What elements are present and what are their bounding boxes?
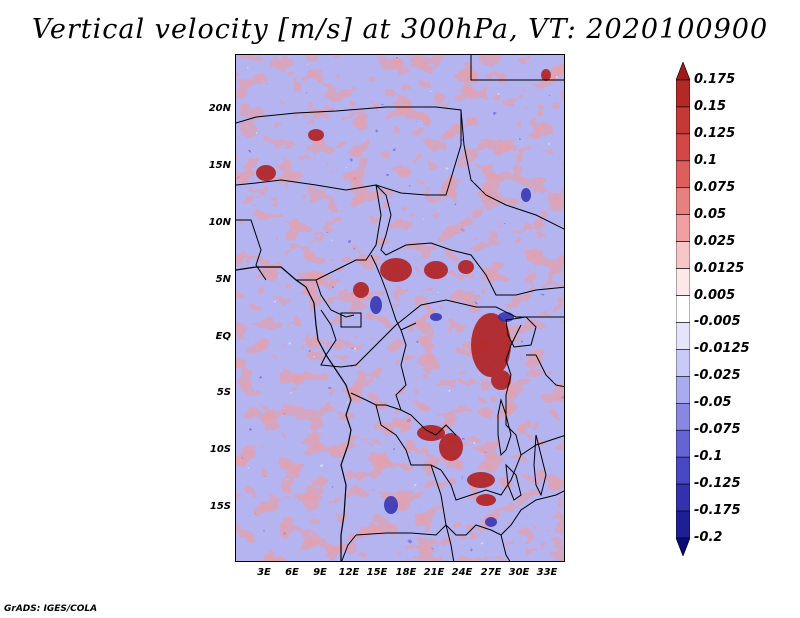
colorbar-bin <box>676 510 690 539</box>
lon-label: 9E <box>313 567 327 578</box>
colorbar-bin <box>676 349 690 377</box>
colorbar-bin <box>676 106 690 135</box>
colorbar-level-label: 0.005 <box>694 287 736 303</box>
colorbar-level-label: -0.005 <box>694 314 741 330</box>
lon-label: 12E <box>338 567 360 578</box>
colorbar-level-label: 0.125 <box>694 125 736 141</box>
colorbar-bin <box>676 187 690 216</box>
lat-label: 5S <box>216 387 231 398</box>
strong-ascent-cells <box>256 69 551 506</box>
lon-label: 15E <box>366 567 388 578</box>
colorbar-level-label: 0.075 <box>694 179 736 195</box>
colorbar-bin <box>676 133 690 162</box>
colorbar-bin <box>676 429 690 458</box>
colorbar-bin <box>676 241 690 269</box>
colorbar-level-label: -0.0125 <box>694 341 750 357</box>
lat-label: 15S <box>209 501 231 512</box>
colorbar-bin <box>676 295 690 323</box>
lon-label: 27E <box>480 567 502 578</box>
lon-label: 18E <box>395 567 417 578</box>
colorbar-bin <box>676 456 690 485</box>
lon-label: 3E <box>257 567 271 578</box>
colorbar <box>676 62 690 556</box>
lat-label: 15N <box>208 160 231 171</box>
grads-credit: GrADS: IGES/COLA <box>4 604 98 614</box>
lat-label: EQ <box>215 331 231 342</box>
map-panel <box>235 54 565 562</box>
colorbar-level-label: -0.175 <box>694 503 741 519</box>
colorbar-bin <box>676 483 690 512</box>
lon-label: 24E <box>451 567 473 578</box>
colorbar-bin <box>676 214 690 242</box>
lakes <box>497 316 547 501</box>
colorbar-level-label: 0.05 <box>694 206 727 222</box>
colorbar-level-label: -0.075 <box>694 422 741 438</box>
chart-title: Vertical velocity [m/s] at 300hPa, VT: 2… <box>31 14 769 45</box>
field-near-zero-pattern <box>236 55 564 561</box>
vertical-velocity-field-map <box>236 55 564 561</box>
lon-label: 21E <box>423 567 445 578</box>
lon-label: 6E <box>285 567 299 578</box>
colorbar-bin <box>676 376 690 404</box>
lon-label: 33E <box>536 567 558 578</box>
colorbar-level-label: -0.1 <box>694 449 723 465</box>
colorbar-bin <box>676 160 690 189</box>
colorbar-bottom-arrow <box>676 537 690 556</box>
colorbar-level-label: -0.05 <box>694 395 732 411</box>
lat-label: 5N <box>215 274 231 285</box>
colorbar-level-label: -0.2 <box>694 530 723 545</box>
colorbar-level-label: -0.125 <box>694 476 741 492</box>
lat-label: 10S <box>209 444 231 455</box>
colorbar-bin <box>676 268 690 296</box>
colorbar-level-label: 0.1 <box>694 152 718 168</box>
colorbar-level-label: 0.0125 <box>694 260 745 276</box>
lat-label: 10N <box>208 217 231 228</box>
coastline <box>236 266 352 561</box>
country-borders <box>236 55 564 561</box>
lon-label: 30E <box>508 567 530 578</box>
strong-descent-cells <box>370 188 531 527</box>
colorbar-level-label: 0.175 <box>694 72 736 87</box>
colorbar-level-label: 0.15 <box>694 98 727 114</box>
colorbar-bin <box>676 322 690 350</box>
colorbar-bin <box>676 402 690 431</box>
colorbar-level-label: 0.025 <box>694 233 736 249</box>
lat-label: 20N <box>208 103 231 114</box>
colorbar-level-label: -0.025 <box>694 368 741 384</box>
colorbar-bin <box>676 79 690 108</box>
colorbar-top-arrow <box>676 62 690 81</box>
